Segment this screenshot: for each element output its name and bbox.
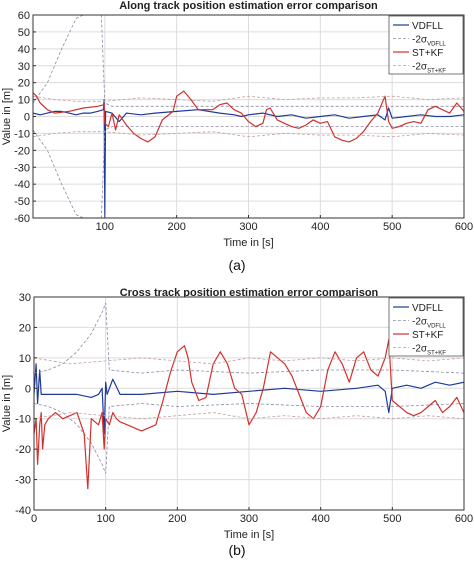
x-tick-label: 400 — [311, 513, 329, 525]
x-tick-label: 100 — [96, 513, 114, 525]
y-tick-label: -40 — [15, 505, 31, 517]
x-tick-label: 0 — [31, 513, 37, 525]
y-tick-label: -20 — [14, 145, 30, 157]
legend-entry-label: VDFLL — [412, 303, 444, 314]
x-tick-label: 300 — [239, 221, 257, 233]
y-tick-label: -50 — [14, 196, 30, 208]
panel-caption: (b) — [228, 542, 245, 558]
y-tick-label: 30 — [18, 61, 30, 73]
legend-entry-main: -2σ — [412, 317, 428, 328]
series-line-vdfll-2 — [33, 15, 464, 107]
chart-title: Cross track position estimation error co… — [120, 287, 379, 299]
x-tick-label: 500 — [383, 221, 401, 233]
y-tick-label: -60 — [14, 213, 30, 225]
legend-box — [388, 15, 464, 75]
y-axis-label: Value in [m] — [1, 375, 13, 432]
x-tick-label: 300 — [240, 513, 258, 525]
y-tick-label: 40 — [18, 44, 30, 56]
legend-entry-label: ST+KF — [412, 330, 443, 341]
series-group — [34, 302, 464, 490]
legend-entry-main: VDFLL — [412, 21, 444, 32]
y-tick-label: 10 — [19, 353, 31, 365]
x-tick-label: 600 — [455, 513, 473, 525]
series-line-vdfll-2 — [34, 403, 464, 474]
legend-entry-label: -2σVDFLL — [412, 35, 446, 48]
y-tick-label: 60 — [18, 10, 30, 22]
legend-entry-label: VDFLL — [412, 21, 444, 32]
y-tick-label: 20 — [19, 322, 31, 334]
y-tick-label: 0 — [25, 383, 31, 395]
series-group — [33, 15, 464, 218]
x-tick-label: 500 — [383, 513, 401, 525]
series-line-st-kf-2 — [34, 412, 464, 420]
series-line-vdfll-2 — [33, 126, 464, 218]
legend-entry-subscript: ST+KF — [427, 351, 446, 357]
y-tick-label: 20 — [18, 78, 30, 90]
y-tick-label: -40 — [14, 179, 30, 191]
y-tick-label: -30 — [15, 475, 31, 487]
panel-caption: (a) — [228, 257, 245, 273]
series-line-vdfll-2 — [34, 302, 464, 374]
x-tick-label: 200 — [168, 513, 186, 525]
legend-entry-main: -2σ — [412, 62, 428, 73]
legend-entry-main: ST+KF — [412, 48, 443, 59]
chart-panel-a: Along track position estimation error co… — [1, 0, 473, 273]
x-axis-label: Time in [s] — [224, 529, 274, 541]
y-tick-label: -10 — [14, 128, 30, 140]
legend-entry-subscript: VDFLL — [427, 42, 446, 48]
legend-entry-label: ST+KF — [412, 48, 443, 59]
chart-title: Along track position estimation error co… — [119, 0, 378, 12]
series-line-st-kf — [34, 339, 464, 490]
y-tick-label: 50 — [18, 27, 30, 39]
y-tick-label: 30 — [19, 292, 31, 304]
y-tick-label: -10 — [15, 414, 31, 426]
legend-entry-main: VDFLL — [412, 303, 444, 314]
legend-entry-subscript: ST+KF — [427, 69, 446, 75]
y-axis-label: Value in [m] — [1, 88, 13, 145]
series-line-vdfll — [33, 98, 464, 216]
legend-entry-main: -2σ — [412, 35, 428, 46]
x-tick-label: 200 — [167, 221, 185, 233]
legend-box — [388, 297, 464, 357]
chart-panel-b: Cross track position estimation error co… — [1, 287, 473, 558]
x-axis-label: Time in [s] — [223, 237, 273, 249]
series-line-st-kf-2 — [34, 357, 464, 365]
x-tick-label: 600 — [455, 221, 473, 233]
x-tick-label: 100 — [96, 221, 114, 233]
series-line-st-kf — [33, 90, 464, 143]
x-tick-label: 400 — [311, 221, 329, 233]
y-tick-label: -30 — [14, 162, 30, 174]
legend-entry-label: -2σVDFLL — [412, 317, 446, 330]
legend-entry-main: -2σ — [412, 344, 428, 355]
legend-entry-main: ST+KF — [412, 330, 443, 341]
legend-entry-label: -2σST+KF — [412, 62, 446, 75]
legend-entry-subscript: VDFLL — [427, 324, 446, 330]
y-tick-label: 0 — [24, 112, 30, 124]
legend-entry-label: -2σST+KF — [412, 344, 446, 357]
y-tick-label: -20 — [15, 444, 31, 456]
y-tick-label: 10 — [18, 95, 30, 107]
series-line-vdfll — [34, 363, 464, 435]
